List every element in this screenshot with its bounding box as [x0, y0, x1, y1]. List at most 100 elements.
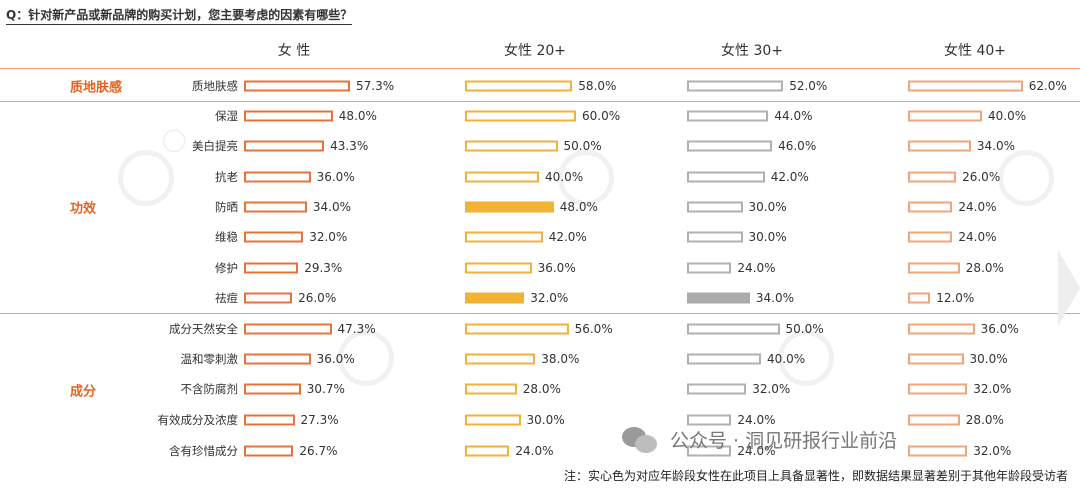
- data-label: 32.0%: [973, 382, 1012, 396]
- row-label: 祛痘: [215, 291, 238, 305]
- data-label: 48.0%: [559, 200, 598, 214]
- bar: [465, 292, 525, 304]
- data-label: 34.0%: [976, 139, 1016, 153]
- bar: [687, 110, 769, 122]
- data-label: 36.0%: [980, 322, 1019, 336]
- group-label: 质地肤感: [70, 80, 123, 96]
- bar: [465, 383, 517, 395]
- bar: [244, 80, 350, 92]
- data-label: 42.0%: [548, 230, 587, 244]
- data-label: 32.0%: [309, 230, 348, 244]
- bar: [908, 383, 968, 395]
- bar: [687, 445, 732, 457]
- bar: [465, 323, 569, 335]
- data-label: 50.0%: [563, 139, 602, 153]
- data-label: 40.0%: [545, 170, 584, 184]
- bar: [908, 323, 975, 335]
- bar: [465, 201, 554, 213]
- data-label: 48.0%: [338, 109, 377, 123]
- group-label: 成分: [70, 384, 97, 400]
- wechat-watermark: 公众号 · 洞见研报行业前沿: [622, 426, 897, 453]
- bar: [465, 80, 573, 92]
- bar: [908, 140, 971, 152]
- row-label: 美白提亮: [192, 139, 238, 153]
- bar: [687, 323, 780, 335]
- bar: [687, 292, 750, 304]
- data-label: 36.0%: [537, 261, 576, 275]
- bar: [687, 201, 743, 213]
- bar: [687, 383, 747, 395]
- bar: [908, 292, 931, 304]
- bar: [244, 353, 311, 365]
- bar: [908, 201, 953, 213]
- bar: [908, 445, 968, 457]
- wechat-icon: [622, 426, 658, 453]
- row-label: 含有珍惜成分: [169, 444, 238, 458]
- bar: [244, 231, 304, 243]
- data-label: 34.0%: [755, 291, 795, 305]
- column-header: 女性 20+: [504, 43, 566, 59]
- group-divider: [0, 313, 1080, 314]
- column-header: 女性 40+: [944, 43, 1006, 59]
- bar: [244, 323, 332, 335]
- row-label: 保湿: [215, 109, 238, 123]
- group-divider: [0, 101, 1080, 102]
- data-label: 40.0%: [988, 109, 1027, 123]
- bar: [244, 110, 333, 122]
- group-divider: [0, 68, 1080, 69]
- bar: [244, 262, 299, 274]
- watermark-circle: [118, 150, 174, 206]
- data-label: 30.0%: [748, 200, 787, 214]
- data-label: 30.7%: [306, 382, 345, 396]
- data-label: 47.3%: [337, 322, 376, 336]
- data-label: 24.0%: [737, 261, 776, 275]
- data-label: 28.0%: [965, 413, 1004, 427]
- data-label: 34.0%: [312, 200, 352, 214]
- next-arrow-icon: [1058, 250, 1080, 326]
- data-label: 26.0%: [962, 170, 1001, 184]
- bar: [687, 80, 784, 92]
- bar: [465, 140, 558, 152]
- data-label: 29.3%: [304, 261, 343, 275]
- data-label: 57.3%: [356, 79, 395, 93]
- bar: [244, 140, 325, 152]
- data-label: 40.0%: [767, 352, 806, 366]
- bar: [908, 110, 982, 122]
- data-label: 60.0%: [582, 109, 621, 123]
- data-label: 26.0%: [298, 291, 337, 305]
- bar: [908, 262, 960, 274]
- data-label: 62.0%: [1028, 79, 1067, 93]
- bar: [244, 383, 301, 395]
- data-label: 43.3%: [330, 139, 369, 153]
- bar: [687, 262, 732, 274]
- data-label: 30.0%: [526, 413, 565, 427]
- data-label: 24.0%: [737, 413, 776, 427]
- bar: [465, 171, 539, 183]
- column-header: 女性 30+: [721, 43, 783, 59]
- row-label: 防晒: [215, 200, 238, 214]
- bar: [244, 414, 295, 426]
- wechat-watermark-text: 公众号 · 洞见研报行业前沿: [670, 430, 898, 452]
- bar: [465, 231, 543, 243]
- bar: [465, 414, 521, 426]
- bar: [687, 414, 732, 426]
- watermark-circle: [778, 330, 834, 386]
- row-label: 质地肤感: [192, 79, 238, 93]
- data-label: 12.0%: [936, 291, 975, 305]
- data-label: 42.0%: [770, 170, 809, 184]
- bar: [244, 201, 307, 213]
- data-label: 36.0%: [316, 170, 355, 184]
- bar: [465, 262, 532, 274]
- bar: [465, 110, 576, 122]
- row-label: 抗老: [215, 170, 238, 184]
- question-title: Q：针对新产品或新品牌的购买计划，您主要考虑的因素有哪些？: [6, 6, 353, 25]
- data-label: 32.0%: [752, 382, 791, 396]
- column-header: 女 性: [277, 43, 311, 59]
- data-label: 24.0%: [737, 444, 776, 458]
- data-label: 24.0%: [515, 444, 554, 458]
- data-label: 32.0%: [973, 444, 1012, 458]
- bar: [687, 171, 765, 183]
- bar: [908, 231, 953, 243]
- bar: [465, 445, 510, 457]
- bar: [244, 171, 311, 183]
